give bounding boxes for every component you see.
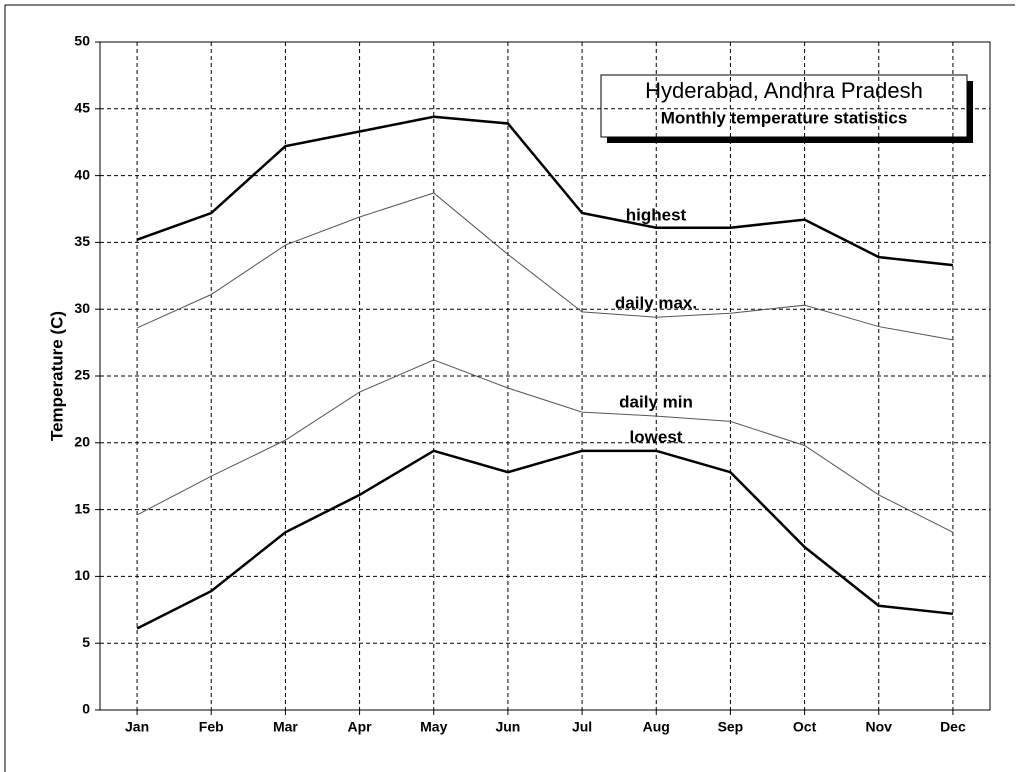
series-line (136, 449, 954, 630)
x-tick-label: Jul (572, 719, 592, 735)
series-label: lowest (630, 427, 683, 446)
x-tick-label: Nov (866, 719, 893, 735)
x-tick-label: May (420, 719, 447, 735)
chart-title: Hyderabad, Andhra Pradesh (645, 78, 923, 103)
title-box (600, 74, 968, 138)
series-line (136, 192, 954, 341)
x-tick-label: Jun (495, 719, 520, 735)
chart-subtitle: Monthly temperature statistics (661, 108, 908, 127)
series-label: daily max. (615, 293, 697, 312)
x-tick-label: Oct (793, 719, 817, 735)
y-tick-label: 40 (74, 166, 90, 182)
y-tick-label: 50 (74, 33, 90, 49)
x-tick-label: Jan (125, 719, 149, 735)
series-line (136, 359, 954, 533)
y-tick-label: 25 (74, 367, 90, 383)
y-tick-label: 0 (82, 701, 90, 717)
x-tick-label: Dec (940, 719, 966, 735)
y-tick-label: 20 (74, 434, 90, 450)
x-tick-label: Apr (348, 719, 373, 735)
x-tick-label: Feb (199, 719, 224, 735)
y-tick-label: 15 (74, 500, 90, 516)
y-tick-label: 45 (74, 100, 90, 116)
y-tick-label: 10 (74, 567, 90, 583)
series-label: highest (626, 205, 687, 224)
y-tick-label: 30 (74, 300, 90, 316)
series-line (136, 115, 954, 267)
y-axis-label: Temperature (C) (47, 311, 66, 441)
x-tick-label: Aug (643, 719, 670, 735)
series-label: daily min (619, 392, 693, 411)
x-tick-label: Mar (273, 719, 298, 735)
y-tick-label: 5 (82, 634, 90, 650)
y-tick-label: 35 (74, 233, 90, 249)
x-tick-label: Sep (718, 719, 744, 735)
